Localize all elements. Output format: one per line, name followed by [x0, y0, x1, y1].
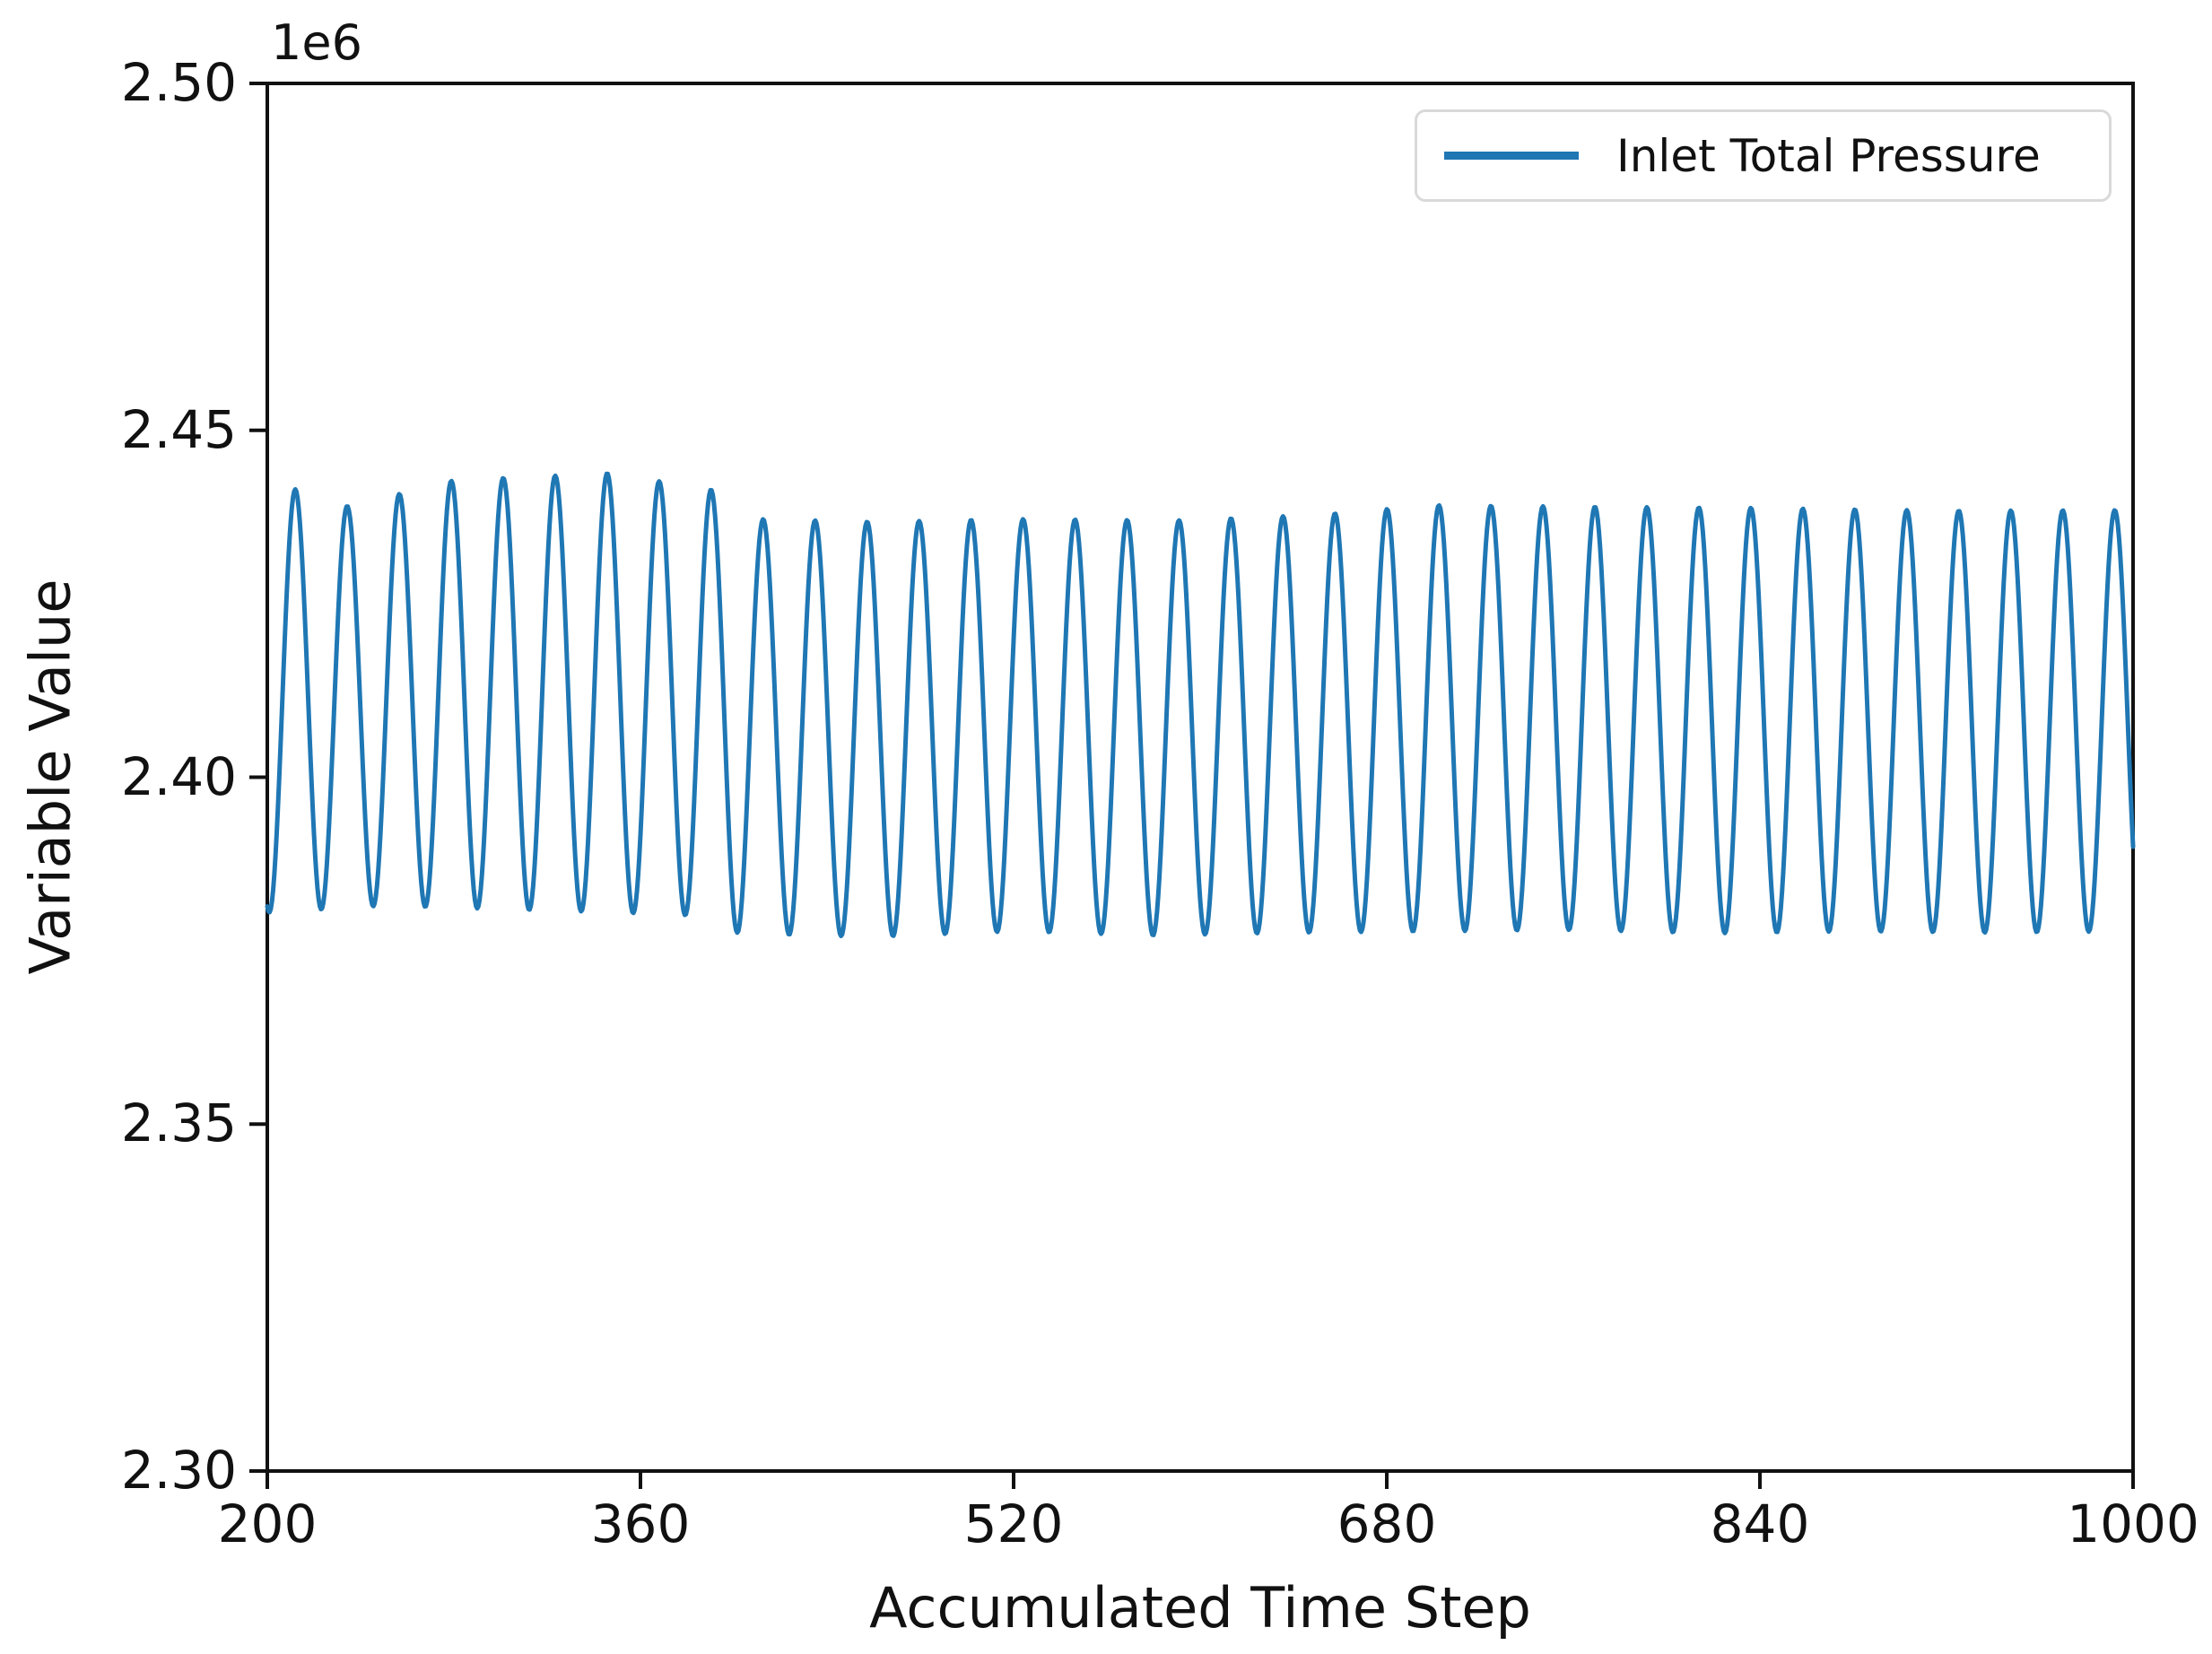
x-tick-label: 520 [963, 1493, 1064, 1554]
x-axis-title: Accumulated Time Step [869, 1575, 1531, 1641]
x-tick-label: 1000 [2067, 1493, 2199, 1554]
y-tick-label: 2.45 [120, 398, 237, 460]
pressure-line [265, 471, 2136, 938]
plot-border [266, 82, 2135, 1473]
y-axis-offset-label: 1e6 [271, 14, 362, 71]
x-tick-label: 680 [1337, 1493, 1437, 1554]
legend-label: Inlet Total Pressure [1616, 129, 2041, 182]
x-tick-label: 840 [1710, 1493, 1810, 1554]
x-tick-label: 200 [217, 1493, 318, 1554]
y-axis-title: Variable Value [17, 579, 83, 975]
y-tick-label: 2.35 [120, 1093, 237, 1154]
y-tick-label: 2.50 [120, 52, 237, 114]
legend: Inlet Total Pressure [1415, 109, 2112, 202]
y-tick-label: 2.40 [120, 745, 237, 807]
y-tick-label: 2.30 [120, 1440, 237, 1502]
x-tick-label: 360 [590, 1493, 691, 1554]
legend-line-sample [1444, 152, 1579, 160]
